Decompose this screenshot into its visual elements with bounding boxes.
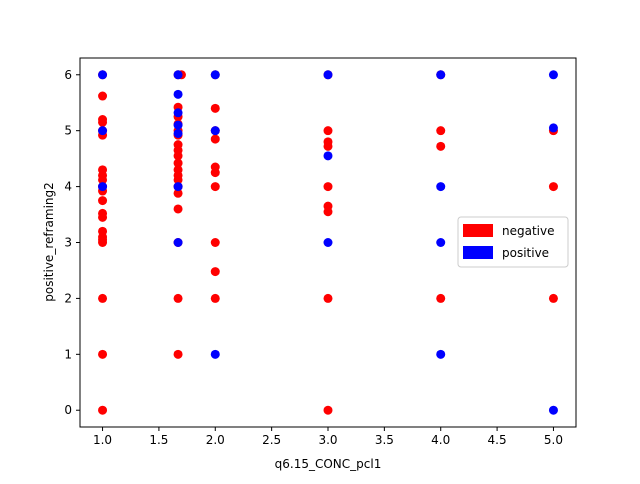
point-negative-50 [210,293,220,303]
y-axis-ticks: 0 1 2 3 4 5 6 [64,68,80,417]
x-tick-label: 2.5 [262,433,281,447]
x-tick-label: 4.5 [488,433,507,447]
y-tick-label: 5 [64,124,72,138]
y-tick-label: 6 [64,68,72,82]
point-negative-36 [173,188,183,198]
point-negative-11 [98,196,108,206]
point-positive-3 [173,70,183,80]
x-tick-label: 1.5 [149,433,168,447]
point-negative-8 [98,175,108,185]
x-tick-label: 1.0 [93,433,112,447]
point-negative-57 [323,207,333,217]
x-tick-label: 5.0 [544,433,563,447]
point-negative-3 [98,117,108,127]
point-positive-18 [436,238,446,247]
y-tick-label: 3 [64,236,72,250]
x-tick-label: 4.0 [431,433,450,447]
x-axis-ticks: 1.0 1.5 2.0 2.5 3.0 3.5 4.0 4.5 5.0 [93,427,563,447]
point-negative-30 [173,151,183,161]
x-tick-label: 2.0 [206,433,225,447]
x-tick-label: 3.0 [318,433,337,447]
point-negative-65 [548,182,558,192]
point-negative-63 [436,293,446,303]
point-positive-17 [436,182,446,192]
point-positive-16 [436,70,446,80]
legend: negative positive [457,216,569,268]
point-negative-40 [173,349,183,359]
legend-swatch-positive [463,246,493,259]
point-negative-49 [210,267,220,277]
point-negative-18 [98,293,108,303]
point-positive-6 [173,120,183,130]
point-negative-17 [98,238,108,247]
point-negative-55 [323,182,333,192]
point-negative-61 [436,126,446,136]
point-negative-52 [323,126,333,136]
point-positive-7 [173,128,183,138]
point-positive-1 [98,126,108,136]
legend-label-positive: positive [502,246,549,260]
point-positive-11 [210,126,220,136]
point-positive-13 [323,70,333,80]
point-positive-8 [173,182,183,192]
point-negative-20 [98,405,108,415]
point-positive-14 [323,151,333,161]
data-points [98,70,558,415]
point-negative-66 [548,293,558,303]
y-axis-label: positive_reframing2 [42,182,56,302]
point-negative-48 [210,238,220,247]
y-tick-label: 1 [64,347,72,361]
x-tick-label: 3.5 [375,433,394,447]
point-negative-62 [436,141,446,151]
y-tick-label: 2 [64,291,72,305]
point-positive-4 [173,89,183,99]
point-positive-19 [436,349,446,359]
point-negative-34 [173,175,183,185]
point-negative-31 [173,158,183,168]
point-positive-2 [98,182,108,192]
point-positive-20 [548,70,558,80]
y-tick-label: 0 [64,403,72,417]
point-positive-5 [173,108,183,118]
point-positive-0 [98,70,108,80]
point-negative-44 [210,134,220,144]
point-negative-37 [173,204,183,214]
point-negative-54 [323,141,333,151]
point-negative-1 [98,91,108,101]
y-tick-label: 4 [64,180,72,194]
point-negative-59 [323,405,333,415]
point-negative-46 [210,168,220,178]
point-positive-21 [548,123,558,133]
point-negative-47 [210,182,220,192]
legend-label-negative: negative [502,224,554,238]
point-positive-9 [173,238,183,247]
point-negative-19 [98,349,108,359]
legend-swatch-negative [463,224,493,237]
point-positive-22 [548,405,558,415]
point-negative-42 [210,103,220,113]
point-positive-10 [210,70,220,80]
point-negative-13 [98,212,108,222]
point-negative-39 [173,293,183,303]
point-positive-15 [323,238,333,247]
point-positive-12 [210,349,220,359]
point-negative-58 [323,293,333,303]
x-axis-label: q6.15_CONC_pcl1 [275,457,382,471]
